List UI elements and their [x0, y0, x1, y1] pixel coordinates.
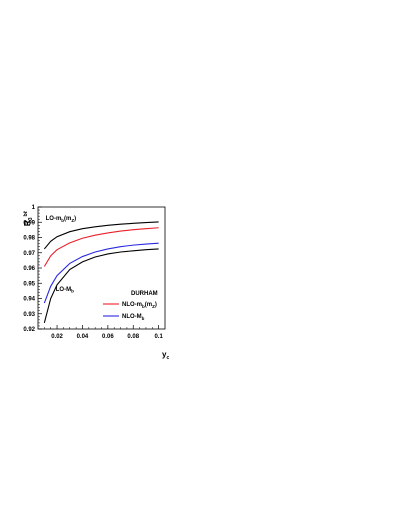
legend: DURHAM NLO-mb(mZ) NLO-Mb — [103, 291, 158, 321]
x-tick-label: 0.08 — [127, 334, 139, 340]
y-tick-label: 0.99 — [23, 220, 35, 226]
x-axis-title: yc — [162, 350, 169, 361]
x-tick-label: 0.1 — [154, 334, 163, 340]
annotation-layer: LO-mb(mZ) LO-Mb — [46, 216, 77, 294]
legend-label-1: NLO-mb(mZ) — [122, 302, 157, 309]
series-line-3 — [43, 242, 159, 304]
x-axis-ticks: 0.02 0.04 0.06 0.08 0.1 — [44, 325, 163, 340]
x-tick-label: 0.06 — [102, 334, 114, 340]
y-tick-label: 0.92 — [23, 327, 35, 333]
y-tick-label: 0.95 — [23, 281, 35, 287]
curve-annotation-2: LO-Mb — [56, 287, 74, 294]
series-line-4 — [43, 248, 159, 324]
y-axis-title-sub: 3 — [28, 217, 34, 220]
series-line-1 — [43, 221, 159, 250]
x-tick-label: 0.04 — [77, 334, 89, 340]
y-tick-label: 0.98 — [23, 236, 35, 242]
x-tick-label: 0.02 — [51, 334, 63, 340]
y-tick-label: 0.94 — [23, 297, 35, 303]
curve-annotation-1: LO-mb(mZ) — [46, 216, 77, 223]
legend-title: DURHAM — [131, 291, 158, 297]
y-axis-title-main: R — [23, 220, 32, 226]
series-layer — [43, 221, 159, 324]
y-axis-ticks: 0.92 0.93 0.94 0.95 0.96 0.97 0.98 0.99 1 — [23, 205, 42, 333]
y-axis-title: R3bℓ — [23, 210, 34, 226]
y-tick-label: 1 — [32, 205, 36, 211]
y-tick-label: 0.93 — [23, 312, 35, 318]
legend-label-2: NLO-Mb — [122, 314, 145, 321]
y-tick-label: 0.96 — [23, 266, 35, 272]
series-line-2 — [43, 227, 159, 267]
y-axis-title-sup: bℓ — [23, 210, 29, 216]
x-axis-title-main: y — [162, 350, 167, 359]
y-tick-label: 0.97 — [23, 251, 35, 257]
plot-frame — [37, 206, 166, 330]
x-axis-title-sub: c — [166, 355, 169, 361]
